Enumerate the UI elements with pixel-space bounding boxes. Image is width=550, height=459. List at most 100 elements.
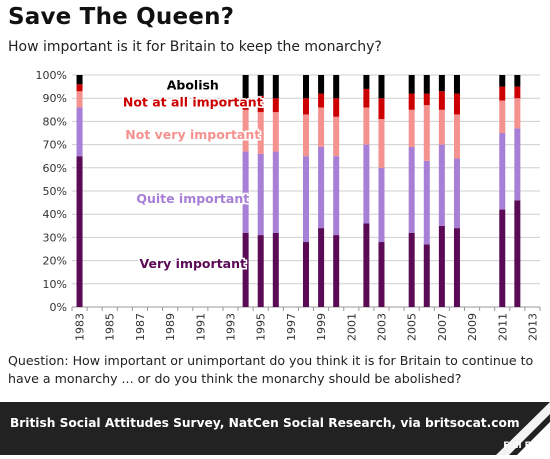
bar-segment-quite-important bbox=[499, 133, 506, 210]
bar-segment-very-important bbox=[499, 209, 506, 307]
y-tick-label: 60% bbox=[43, 162, 67, 175]
legend-label-abolish: Abolish bbox=[167, 77, 219, 92]
full-fact-logo-icon bbox=[496, 402, 550, 455]
x-tick-label: 1995 bbox=[255, 313, 268, 341]
y-tick-label: 90% bbox=[43, 92, 67, 105]
bar-segment-very-important bbox=[242, 232, 249, 307]
x-tick-label: 1987 bbox=[134, 313, 147, 341]
bar-segment-very-important bbox=[363, 223, 370, 307]
bar-segment-not-very-important bbox=[408, 109, 415, 147]
bar-segment-abolish bbox=[333, 75, 340, 99]
bar-segment-abolish bbox=[318, 75, 325, 94]
bar-segment-not-very-important bbox=[378, 119, 385, 168]
bar-segment-quite-important bbox=[242, 151, 249, 233]
x-tick-label: 2005 bbox=[406, 313, 419, 341]
bar-segment-not-very-important bbox=[272, 112, 279, 152]
bar-segment-not-very-important bbox=[363, 107, 370, 145]
bar-segment-abolish bbox=[378, 75, 385, 99]
bar-segment-not-very-important bbox=[514, 98, 521, 129]
bar-segment-not-very-important bbox=[318, 107, 325, 147]
legend-label-not-very-important: Not very important bbox=[125, 127, 260, 142]
bar-segment-quite-important bbox=[514, 128, 521, 201]
bar-segment-quite-important bbox=[438, 144, 445, 226]
legend-label-quite-important: Quite important bbox=[136, 191, 249, 206]
bar-segment-abolish bbox=[76, 75, 83, 85]
bar-segment-abolish bbox=[453, 75, 460, 94]
bar-segment-very-important bbox=[272, 232, 279, 307]
bar-segment-not-at-all-important bbox=[514, 86, 521, 99]
bar-segment-abolish bbox=[514, 75, 521, 87]
x-tick-label: 1991 bbox=[194, 313, 207, 341]
x-tick-label: 2011 bbox=[496, 313, 509, 341]
bar-segment-quite-important bbox=[363, 144, 370, 224]
bar-segment-not-very-important bbox=[303, 114, 309, 157]
x-tick-label: 1989 bbox=[164, 313, 177, 341]
bar-segment-not-very-important bbox=[333, 116, 340, 157]
bar-segment-quite-important bbox=[318, 146, 325, 229]
x-tick-label: 1983 bbox=[74, 313, 87, 341]
bar-segment-very-important bbox=[438, 225, 445, 307]
bar-segment-not-at-all-important bbox=[318, 93, 325, 108]
bar-segment-abolish bbox=[363, 75, 370, 89]
bar-segment-not-very-important bbox=[242, 109, 249, 152]
bar-segment-not-at-all-important bbox=[453, 93, 460, 115]
bar-segment-not-very-important bbox=[453, 114, 460, 159]
brand-name: Full Fact bbox=[503, 441, 546, 451]
bar-segment-not-very-important bbox=[257, 112, 264, 154]
source-credit: British Social Attitudes Survey, NatCen … bbox=[10, 416, 520, 430]
bar-segment-abolish bbox=[408, 75, 415, 94]
x-tick-label: 2001 bbox=[345, 313, 358, 341]
stacked-bar-chart: 0% 10% 20% 30% 40% 50% 60% 70% 80% 90% 100% 1983 198… bbox=[36, 69, 541, 341]
bar-segment-quite-important bbox=[408, 146, 415, 233]
x-tick-label: 2007 bbox=[436, 313, 449, 341]
bar-segment-not-at-all-important bbox=[378, 98, 385, 120]
bar-segment-abolish bbox=[272, 75, 279, 99]
bar-segment-very-important bbox=[76, 156, 83, 307]
bar-segment-very-important bbox=[257, 235, 264, 307]
bar-segment-not-very-important bbox=[438, 109, 445, 145]
bar-segment-not-at-all-important bbox=[408, 93, 415, 110]
bar-segment-not-at-all-important bbox=[333, 98, 340, 117]
y-tick-label: 100% bbox=[36, 69, 67, 82]
x-tick-label: 1997 bbox=[285, 313, 298, 341]
bar-segment-quite-important bbox=[378, 167, 385, 243]
bar-segment-quite-important bbox=[423, 160, 430, 245]
legend-label-not-at-all-important: Not at all important bbox=[123, 95, 263, 110]
y-tick-label: 40% bbox=[43, 208, 67, 221]
bar-segment-abolish bbox=[423, 75, 430, 94]
x-tick-label: 2003 bbox=[375, 313, 388, 341]
bar-segment-very-important bbox=[318, 228, 325, 307]
x-tick-label: 1993 bbox=[225, 313, 238, 341]
bar-segment-quite-important bbox=[333, 156, 340, 236]
chart-title: Save The Queen? bbox=[8, 4, 235, 30]
bar-segment-not-very-important bbox=[499, 100, 506, 133]
x-tick-label: 1985 bbox=[104, 313, 117, 341]
bar-segment-abolish bbox=[257, 75, 264, 96]
bar-segment-not-at-all-important bbox=[423, 93, 430, 106]
y-tick-label: 10% bbox=[43, 278, 67, 291]
bar-segment-very-important bbox=[303, 242, 309, 307]
footer-bar: British Social Attitudes Survey, NatCen … bbox=[0, 402, 550, 455]
bar-segment-very-important bbox=[453, 228, 460, 307]
x-tick-label: 2009 bbox=[466, 313, 479, 341]
bar-segment-abolish bbox=[303, 75, 309, 99]
bar-segment-very-important bbox=[333, 235, 340, 307]
bar-segment-very-important bbox=[514, 200, 521, 307]
full-fact-logo bbox=[496, 402, 550, 455]
bar-segment-not-very-important bbox=[76, 91, 83, 108]
survey-question: Question: How important or unimportant d… bbox=[8, 353, 534, 386]
y-tick-label: 30% bbox=[43, 231, 67, 244]
bar-segment-not-at-all-important bbox=[499, 86, 506, 101]
x-tick-label: 2013 bbox=[526, 313, 539, 341]
y-tick-label: 20% bbox=[43, 255, 67, 268]
bar-segment-abolish bbox=[499, 75, 506, 87]
bar-segment-abolish bbox=[242, 75, 249, 99]
chart-subtitle: How important is it for Britain to keep … bbox=[8, 39, 382, 55]
bar-segment-abolish bbox=[438, 75, 445, 92]
bar-segment-quite-important bbox=[272, 151, 279, 233]
y-tick-label: 0% bbox=[50, 301, 67, 314]
bar-segment-not-at-all-important bbox=[76, 84, 83, 92]
bar-segment-not-at-all-important bbox=[272, 98, 279, 113]
y-tick-label: 70% bbox=[43, 139, 67, 152]
bar-segment-quite-important bbox=[303, 156, 309, 243]
